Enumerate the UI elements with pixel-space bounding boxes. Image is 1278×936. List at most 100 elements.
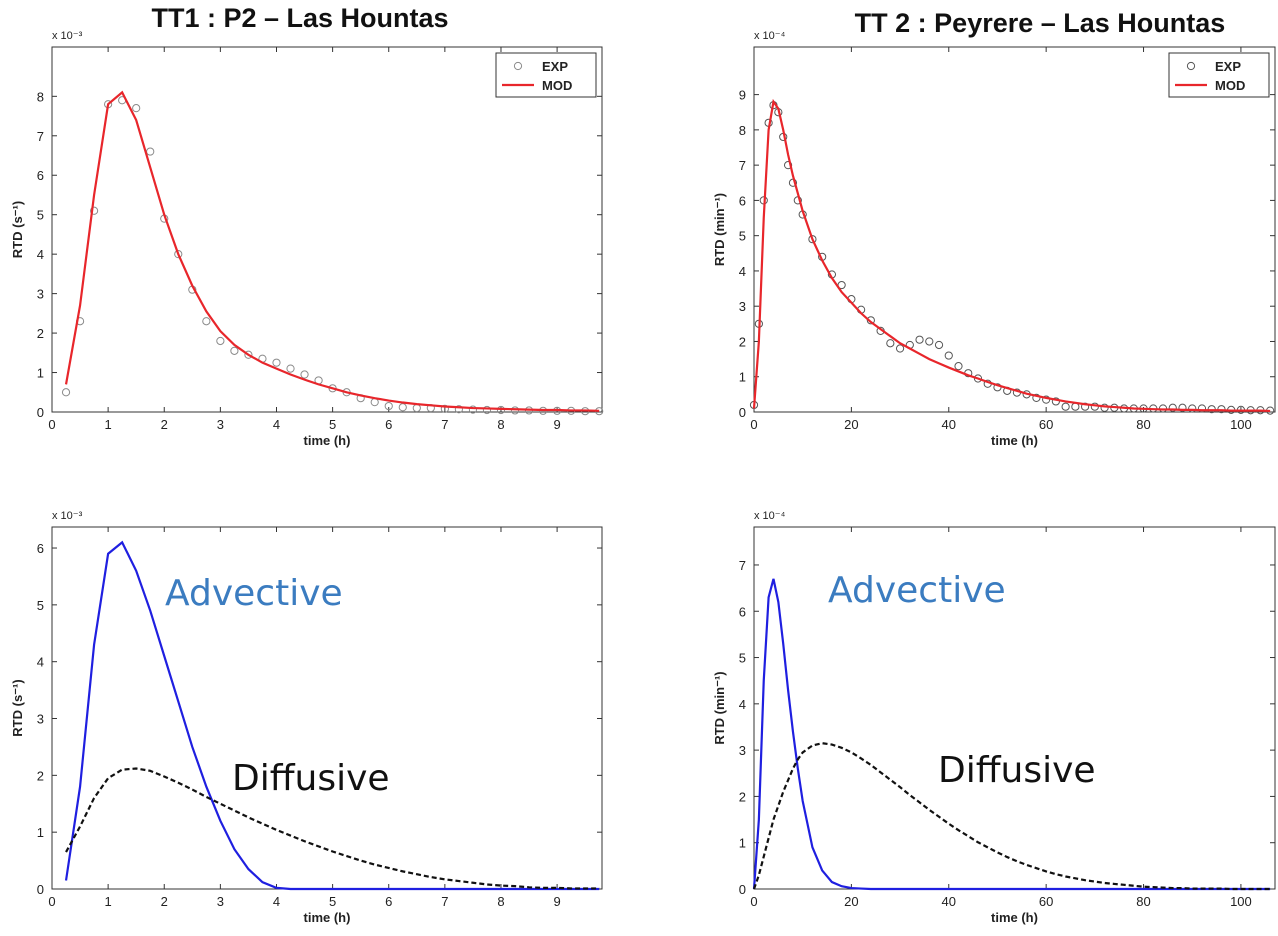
x-tick-label: 4 (273, 417, 280, 432)
y-tick-label: 3 (739, 743, 746, 758)
y-tick-label: 2 (37, 768, 44, 783)
data-point (866, 316, 875, 325)
data-point (454, 405, 463, 414)
y-tick-label: 1 (37, 366, 44, 381)
y-tick-label: 5 (37, 598, 44, 613)
data-point (89, 206, 99, 215)
y-tick-label: 4 (739, 264, 746, 279)
chart-title: TT1 : P2 – Las Hountas (151, 3, 448, 33)
series-annotation: Advective (828, 570, 1006, 611)
axis-exponent: x 10⁻⁴ (754, 30, 786, 42)
data-point (925, 337, 934, 346)
data-point (886, 339, 895, 348)
legend-label: MOD (1215, 78, 1245, 93)
y-tick-label: 4 (739, 697, 746, 712)
x-tick-label: 6 (385, 417, 392, 432)
y-tick-label: 4 (37, 247, 44, 262)
axis-exponent: x 10⁻³ (52, 30, 83, 42)
x-tick-label: 0 (48, 894, 55, 909)
plot-frame (753, 46, 1276, 413)
data-point (1197, 404, 1207, 413)
data-point (300, 370, 309, 379)
data-point (1188, 404, 1197, 413)
y-tick-label: 7 (37, 129, 44, 144)
x-tick-label: 2 (161, 417, 168, 432)
y-tick-label: 1 (37, 825, 44, 840)
x-axis-label: time (h) (304, 910, 351, 925)
x-axis-label: time (h) (991, 433, 1038, 448)
series-annotation: Diffusive (938, 750, 1096, 791)
y-tick-label: 3 (37, 287, 44, 302)
x-tick-label: 2 (161, 894, 168, 909)
x-tick-label: 9 (553, 894, 560, 909)
x-axis-label: time (h) (991, 910, 1038, 925)
x-tick-label: 3 (217, 417, 224, 432)
y-tick-label: 6 (37, 541, 44, 556)
data-point (1061, 402, 1070, 411)
y-tick-label: 7 (739, 158, 746, 173)
data-point (286, 364, 295, 373)
data-point (61, 388, 71, 397)
x-tick-label: 7 (441, 417, 448, 432)
y-axis-label: RTD (s⁻¹) (10, 679, 25, 736)
x-tick-label: 0 (48, 417, 55, 432)
data-point (174, 250, 183, 259)
x-tick-label: 100 (1230, 894, 1252, 909)
x-tick-label: 20 (844, 894, 858, 909)
y-tick-label: 6 (37, 168, 44, 183)
y-tick-label: 2 (739, 789, 746, 804)
series-line (64, 540, 600, 891)
data-point (1081, 402, 1090, 411)
series-annotation: Diffusive (232, 758, 390, 799)
y-tick-label: 7 (739, 558, 746, 573)
data-point (915, 335, 924, 344)
y-tick-label: 6 (739, 193, 746, 208)
y-tick-label: 5 (37, 208, 44, 223)
x-tick-label: 60 (1039, 894, 1053, 909)
x-tick-label: 20 (844, 417, 858, 432)
data-point (954, 362, 963, 371)
y-tick-label: 1 (739, 370, 746, 385)
data-point (1032, 393, 1041, 402)
x-tick-label: 4 (273, 894, 280, 909)
data-point (808, 235, 817, 244)
chart-title: TT 2 : Peyrere – Las Hountas (855, 8, 1226, 38)
axis-exponent: x 10⁻³ (52, 510, 83, 522)
y-tick-label: 9 (739, 88, 746, 103)
data-point (934, 340, 944, 350)
x-tick-label: 8 (497, 417, 504, 432)
axis-exponent: x 10⁻⁴ (754, 510, 786, 522)
series-line (65, 767, 600, 890)
legend-label: EXP (542, 59, 568, 74)
data-point (244, 350, 253, 359)
data-point (482, 405, 492, 415)
data-point (895, 344, 905, 353)
legend-marker (1186, 61, 1196, 71)
y-tick-label: 4 (37, 655, 44, 670)
y-tick-label: 3 (739, 299, 746, 314)
y-tick-label: 6 (739, 604, 746, 619)
plot-frame (51, 46, 603, 413)
y-tick-label: 5 (739, 229, 746, 244)
x-tick-label: 7 (441, 894, 448, 909)
data-point (132, 104, 141, 113)
data-point (1168, 403, 1177, 412)
x-tick-label: 8 (497, 894, 504, 909)
data-point (1100, 403, 1109, 412)
y-tick-label: 2 (739, 334, 746, 349)
plot-frame (753, 526, 1276, 890)
x-tick-label: 40 (942, 417, 956, 432)
series-line (64, 90, 600, 412)
y-tick-label: 0 (739, 405, 746, 420)
x-tick-label: 5 (329, 894, 336, 909)
data-point (468, 405, 478, 414)
data-point (973, 374, 983, 383)
y-axis-label: RTD (min⁻¹) (712, 671, 727, 744)
y-tick-label: 5 (739, 651, 746, 666)
legend-box (495, 52, 597, 98)
y-tick-label: 0 (37, 405, 44, 420)
x-tick-label: 1 (105, 894, 112, 909)
data-point (384, 401, 393, 411)
y-tick-label: 1 (739, 836, 746, 851)
x-tick-label: 5 (329, 417, 336, 432)
